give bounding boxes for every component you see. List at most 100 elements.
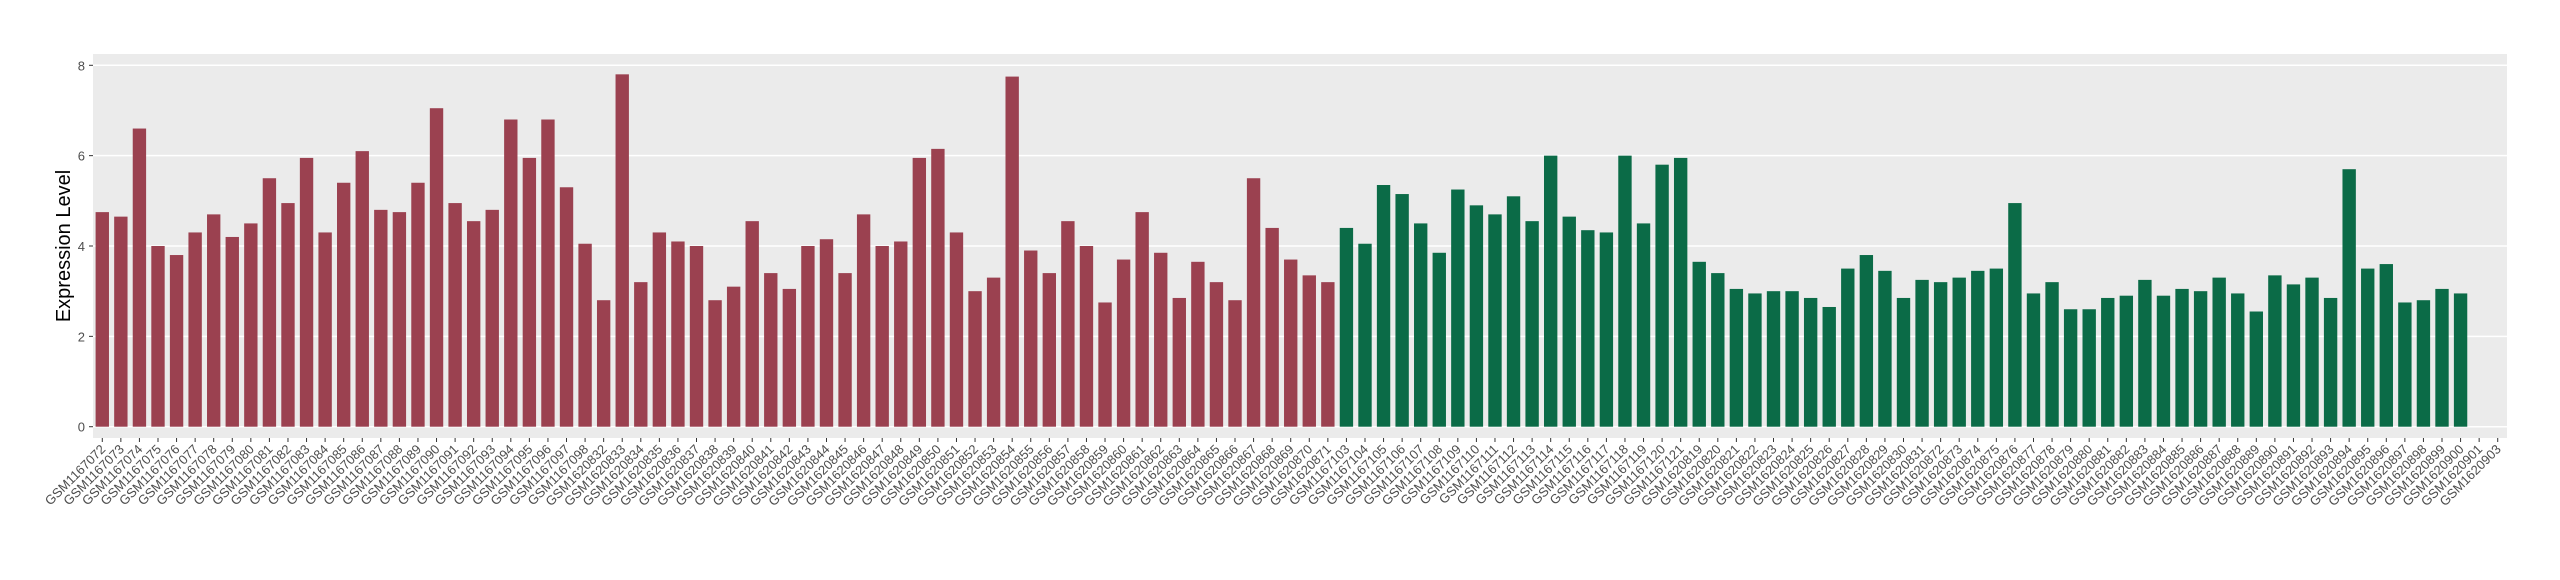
bar [466, 221, 481, 427]
y-tick-label: 0 [78, 420, 85, 435]
bar [1673, 157, 1688, 427]
bar [708, 300, 722, 427]
bar [1116, 259, 1131, 427]
bar [1525, 221, 1539, 427]
bar [1246, 178, 1261, 427]
bar [2398, 302, 2412, 427]
bar [1265, 227, 1279, 427]
bar [151, 246, 165, 427]
bar [1859, 255, 1874, 427]
bar [1098, 302, 1112, 427]
bar [931, 148, 945, 427]
bar [912, 157, 927, 427]
bar [968, 291, 982, 427]
bar [949, 232, 964, 427]
bar [1432, 252, 1446, 427]
bar [1042, 273, 1057, 427]
bar [355, 151, 369, 427]
bar [2193, 291, 2208, 427]
bar [318, 232, 332, 427]
bar [1785, 291, 1799, 427]
bar [1339, 227, 1354, 427]
bar [2361, 268, 2375, 427]
bar [1469, 205, 1484, 427]
bar [782, 288, 797, 427]
bar [1989, 268, 2004, 427]
bar [578, 243, 592, 427]
bar [95, 212, 109, 427]
bar [1915, 279, 1929, 427]
bar [726, 286, 741, 427]
bar [114, 216, 128, 427]
bar [2008, 203, 2022, 427]
bar [1692, 261, 1706, 427]
bar [1933, 282, 1948, 427]
bar [2305, 277, 2319, 427]
bar [1154, 252, 1168, 427]
bar [1414, 223, 1428, 427]
bar [1748, 293, 1762, 427]
bar [504, 119, 518, 427]
bar [2435, 288, 2449, 427]
bar [1321, 282, 1335, 427]
bar [1376, 185, 1391, 427]
bar [336, 182, 351, 427]
bar [2026, 293, 2041, 427]
bar [207, 214, 221, 427]
bar [2323, 297, 2338, 427]
bar [615, 74, 629, 427]
bar [188, 232, 202, 427]
bar [2138, 279, 2152, 427]
y-tick-label: 6 [78, 149, 85, 164]
bar [132, 128, 147, 427]
bar [1488, 214, 1502, 427]
bar [1766, 291, 1781, 427]
bar [689, 246, 704, 427]
bar [374, 209, 388, 427]
bar [281, 203, 295, 427]
bar [1506, 196, 1521, 427]
bar [2175, 288, 2189, 427]
bar [522, 157, 537, 427]
bar [1543, 155, 1558, 427]
bar [2231, 293, 2245, 427]
bar [2379, 264, 2393, 427]
bar [225, 236, 239, 427]
bar [2416, 300, 2431, 427]
bar [1896, 297, 1911, 427]
bar [801, 246, 815, 427]
bar [1209, 282, 1224, 427]
bar [1172, 297, 1186, 427]
bar [2268, 275, 2282, 427]
bar [1878, 270, 1892, 427]
y-tick-label: 8 [78, 58, 85, 73]
bar [2119, 295, 2134, 427]
bar [1581, 230, 1595, 427]
bar [1079, 246, 1094, 427]
bar [2045, 282, 2059, 427]
bar [894, 241, 908, 427]
bar [1135, 212, 1149, 427]
bar [1191, 261, 1205, 427]
y-axis-label: Expression Level [53, 170, 75, 322]
y-tick-label: 2 [78, 329, 85, 344]
bar [485, 209, 499, 427]
bar [1803, 297, 1818, 427]
bar [1841, 268, 1855, 427]
bar [1618, 155, 1632, 427]
bar [1228, 300, 1242, 427]
bar [541, 119, 555, 427]
bar [2156, 295, 2171, 427]
bar [2342, 169, 2356, 427]
bar [856, 214, 871, 427]
bar [1284, 259, 1298, 427]
bar [1358, 243, 1372, 427]
bar [169, 255, 184, 427]
bar [596, 300, 611, 427]
bar [1061, 221, 1075, 427]
bar [244, 223, 258, 427]
bar [1024, 250, 1038, 427]
bar [2286, 284, 2301, 427]
bar [1636, 223, 1651, 427]
bar [429, 108, 444, 427]
